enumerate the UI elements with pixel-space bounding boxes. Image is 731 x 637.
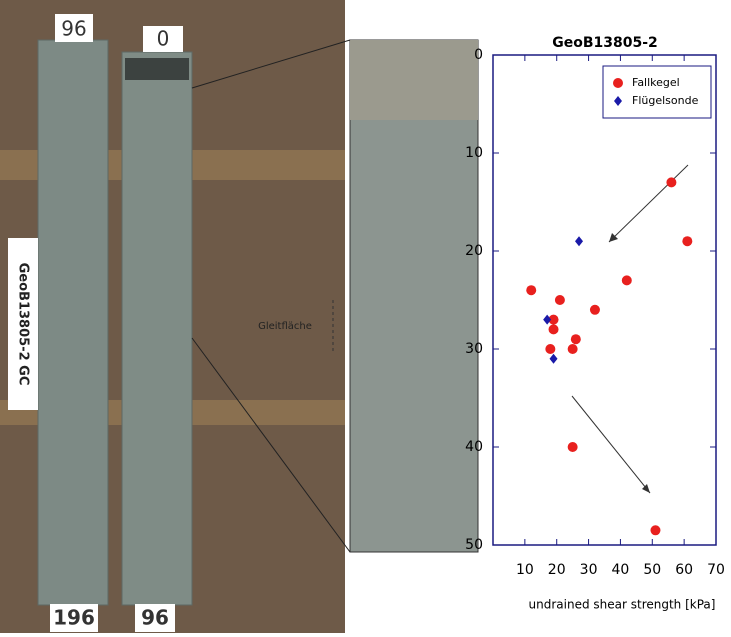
x-tick-label: 40 <box>612 562 630 578</box>
zoom-top <box>350 40 478 120</box>
legend-label: Flügelsonde <box>632 94 699 107</box>
x-tick-label: 50 <box>643 562 661 578</box>
y-tick-label: 40 <box>465 439 483 455</box>
legend-label: Fallkegel <box>632 76 680 89</box>
point <box>650 525 660 535</box>
point <box>568 442 578 452</box>
core-section <box>38 40 108 605</box>
arrow <box>609 165 688 242</box>
figure: 96 0 196 96 GeoB13805-2 GC Gleitfläche G… <box>0 0 731 633</box>
point <box>543 315 551 325</box>
x-tick-label: 60 <box>675 562 693 578</box>
point <box>682 236 692 246</box>
y-tick-label: 50 <box>465 537 483 553</box>
x-tick-label: 30 <box>580 562 598 578</box>
legend-marker <box>613 78 623 88</box>
y-tick-label: 30 <box>465 341 483 357</box>
point <box>545 344 555 354</box>
point <box>622 275 632 285</box>
point <box>550 354 558 364</box>
slip-label: Gleitfläche <box>258 321 312 332</box>
point <box>526 285 536 295</box>
point <box>568 344 578 354</box>
plot-frame <box>493 55 716 545</box>
depth-label: 96 <box>141 606 169 630</box>
arrow <box>572 396 650 493</box>
x-tick-label: 20 <box>548 562 566 578</box>
depth-label: 96 <box>61 17 86 41</box>
x-tick-label: 10 <box>516 562 534 578</box>
chart-title: GeoB13805-2 <box>552 35 658 51</box>
y-tick-label: 20 <box>465 243 483 259</box>
depth-label: 196 <box>53 606 95 630</box>
core-top <box>125 58 189 80</box>
x-tick-label: 70 <box>707 562 725 578</box>
arrow-head <box>642 484 650 493</box>
x-axis-title: undrained shear strength [kPa] <box>529 598 716 612</box>
point <box>555 295 565 305</box>
point <box>590 305 600 315</box>
point <box>571 334 581 344</box>
legend <box>603 66 711 118</box>
point <box>575 236 583 246</box>
y-tick-label: 10 <box>465 145 483 161</box>
depth-label: 0 <box>157 27 170 51</box>
y-tick-label: 0 <box>474 47 483 63</box>
point <box>666 177 676 187</box>
core-section <box>122 52 192 605</box>
point <box>549 324 559 334</box>
core-name: GeoB13805-2 GC <box>16 263 31 386</box>
